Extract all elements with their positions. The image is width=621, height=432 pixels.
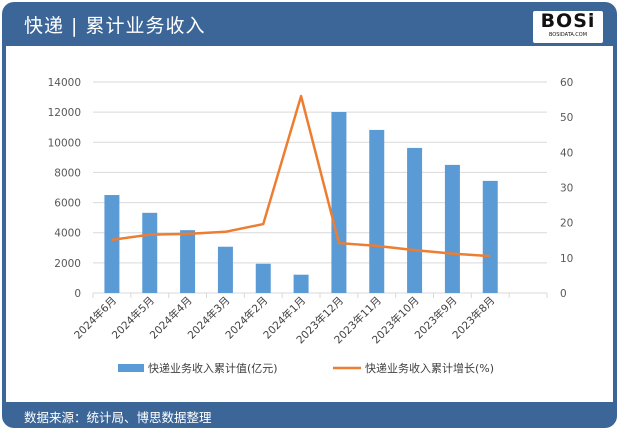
page-title: 快递 | 累计业务收入 (24, 15, 206, 37)
y-left-tick-label: 8000 (54, 167, 81, 179)
bar (255, 263, 271, 293)
bar (444, 164, 460, 293)
legend-bar-swatch (118, 364, 144, 372)
bar (104, 195, 120, 293)
y-left-tick-label: 10000 (48, 137, 81, 149)
y-right-tick-label: 20 (560, 218, 573, 230)
y-right-tick-label: 0 (560, 288, 567, 300)
y-right-tick-label: 40 (560, 147, 573, 159)
bar (142, 212, 158, 293)
legend-bar-label: 快递业务收入累计值(亿元) (148, 361, 278, 375)
y-right-tick-label: 30 (560, 183, 573, 195)
y-left-tick-label: 12000 (48, 107, 81, 119)
bar (482, 180, 498, 293)
bar (293, 274, 309, 293)
y-left-tick-label: 2000 (54, 258, 81, 270)
y-left-tick-label: 0 (74, 288, 81, 300)
y-right-tick-label: 10 (560, 253, 573, 265)
bar (407, 147, 423, 293)
growth-line (111, 94, 491, 258)
y-left-tick-label: 4000 (54, 228, 81, 240)
y-right-tick-label: 50 (560, 112, 573, 124)
y-left-tick-label: 6000 (54, 198, 81, 210)
bosi-logo: BOSi BOSIDATA.COM (533, 11, 603, 43)
legend-line-label: 快递业务收入累计增长(%) (365, 361, 494, 375)
bar (369, 129, 385, 293)
y-left-tick-label: 14000 (48, 77, 81, 89)
bar (331, 111, 347, 293)
bar (180, 230, 196, 293)
header: 快递 | 累计业务收入 BOSi BOSIDATA.COM (2, 2, 617, 46)
bar (217, 246, 233, 293)
data-source: 数据来源：统计局、博思数据整理 (24, 410, 212, 425)
y-right-tick-label: 60 (560, 77, 573, 89)
